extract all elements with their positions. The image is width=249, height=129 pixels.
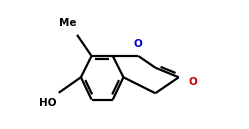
- Text: HO: HO: [39, 98, 57, 108]
- Text: O: O: [134, 39, 143, 49]
- Text: Me: Me: [60, 18, 77, 28]
- Text: O: O: [188, 76, 197, 87]
